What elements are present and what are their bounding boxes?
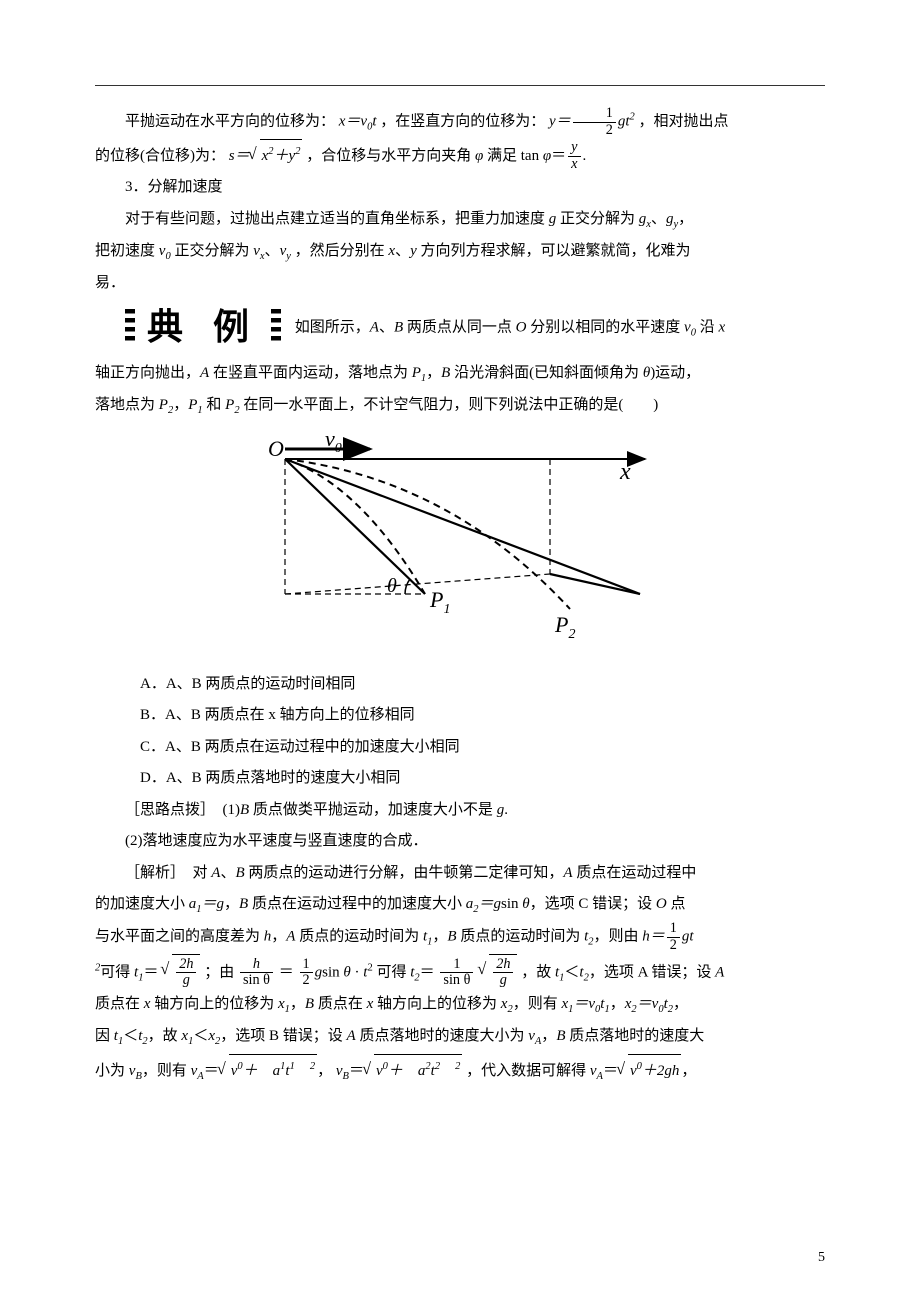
example-heading-row: 典 例 如图所示，A、B 两质点从同一点 O 分别以相同的水平速度 v0 沿 x: [95, 299, 825, 358]
frac: yx: [568, 140, 580, 172]
eq: ＝: [551, 148, 566, 164]
solution-7: 小为 vB，则有 vA＝v0＋ a1t1 2， vB＝v0＋ a2t2 2 ，代…: [95, 1054, 825, 1088]
sqrt: x2＋y2: [250, 139, 303, 173]
heading-3: 3．分解加速度: [95, 172, 825, 204]
page: 平抛运动在水平方向的位移为： x＝v0t ，在竖直方向的位移为： y＝12gt2…: [0, 0, 920, 1302]
choices: A．A、B 两质点的运动时间相同 B．A、B 两质点在 x 轴方向上的位移相同 …: [95, 669, 825, 795]
text: 正交分解为: [174, 243, 253, 259]
phi: φ: [543, 148, 551, 164]
text: 的位移(合位移)为：: [95, 148, 225, 164]
solution-3: 与水平面之间的高度差为 h，A 质点的运动时间为 t1，B 质点的运动时间为 t…: [95, 921, 825, 954]
text: 正交分解为: [560, 211, 635, 227]
para-displacement-2: 的位移(合位移)为： s＝x2＋y2 ，合位移与水平方向夹角 φ 满足 tan …: [95, 139, 825, 173]
solution-6: 因 t1＜t2，故 x1＜x2，选项 B 错误；设 A 质点落地时的速度大小为 …: [95, 1021, 825, 1053]
example-line-3: 落地点为 P2，P1 和 P2 在同一水平面上，不计空气阻力，则下列说法中正确的…: [95, 390, 825, 422]
example-heading: 典 例: [125, 309, 281, 352]
frac: 12: [300, 957, 313, 989]
phi: φ: [475, 148, 483, 164]
svg-text:O: O: [268, 436, 284, 461]
text: 如图所示，: [295, 320, 370, 336]
example-line-2: 轴正方向抛出，A 在竖直平面内运动，落地点为 P1，B 沿光滑斜面(已知斜面倾角…: [95, 358, 825, 390]
figure-svg: O v0 x θ P1 P2: [250, 434, 670, 644]
math: y＝: [549, 114, 571, 130]
physics-figure: O v0 x θ P1 P2: [95, 434, 825, 657]
choice-b: B．A、B 两质点在 x 轴方向上的位移相同: [95, 700, 825, 732]
math: g: [549, 211, 557, 227]
para-accel-3: 易．: [95, 268, 825, 300]
svg-text:P2: P2: [554, 612, 575, 642]
text: ，然后分别在: [295, 243, 389, 259]
math: x＝v: [339, 114, 367, 130]
solution-1: ［解析］ 对 A、B 两质点的运动进行分解，由牛顿第二定律可知，A 质点在运动过…: [95, 858, 825, 890]
sqrt: 2hg: [162, 954, 200, 989]
choice-d: D．A、B 两质点落地时的速度大小相同: [95, 763, 825, 795]
math: gt: [618, 114, 630, 130]
text: 对于有些问题，过抛出点建立适当的直角坐标系，把重力加速度: [125, 211, 545, 227]
svg-text:x: x: [619, 459, 631, 485]
choice-c: C．A、B 两质点在运动过程中的加速度大小相同: [95, 732, 825, 764]
svg-text:θ: θ: [387, 575, 397, 597]
top-rule: [95, 85, 825, 86]
sqrt: 2hg: [479, 954, 517, 989]
hint-1: ［思路点拨］ (1)B 质点做类平抛运动，加速度大小不是 g.: [95, 795, 825, 827]
solution-5: 质点在 x 轴方向上的位移为 x1，B 质点在 x 轴方向上的位移为 x2，则有…: [95, 989, 825, 1021]
para-accel-1: 对于有些问题，过抛出点建立适当的直角坐标系，把重力加速度 g 正交分解为 gx、…: [95, 204, 825, 236]
frac: 1sin θ: [440, 957, 473, 989]
solution-2: 的加速度大小 a1＝g，B 质点在运动过程中的加速度大小 a2＝gsin θ，选…: [95, 889, 825, 921]
frac: hsin θ: [240, 957, 273, 989]
text: 满足 tan: [487, 148, 543, 164]
para-accel-2: 把初速度 v0 正交分解为 vx、vy ，然后分别在 x、y 方向列方程求解，可…: [95, 236, 825, 268]
page-number: 5: [818, 1243, 825, 1272]
para-displacement: 平抛运动在水平方向的位移为： x＝v0t ，在竖直方向的位移为： y＝12gt2…: [95, 106, 825, 139]
text: 方向列方程求解，可以避繁就简，化难为: [421, 243, 691, 259]
math: t: [372, 114, 376, 130]
text: ，合位移与水平方向夹角: [306, 148, 475, 164]
math-sup: 2: [630, 112, 635, 123]
solution-4: 2可得 t1＝ 2hg ；由 hsin θ ＝ 12gsin θ · t2 可得…: [95, 954, 825, 990]
sqrt: v0＋2gh: [618, 1054, 681, 1088]
text: ，在竖直方向的位移为：: [380, 114, 545, 130]
frac: 12: [573, 106, 616, 138]
choice-a: A．A、B 两质点的运动时间相同: [95, 669, 825, 701]
sqrt: v0＋ a2t2 2: [364, 1054, 462, 1088]
text: 把初速度: [95, 243, 159, 259]
sqrt: v0＋ a1t1 2: [219, 1054, 317, 1088]
svg-text:P1: P1: [429, 587, 450, 617]
math: s＝: [229, 148, 250, 164]
hint-2: (2)落地速度应为水平速度与竖直速度的合成．: [95, 826, 825, 858]
svg-text:v0: v0: [325, 434, 342, 456]
text: 平抛运动在水平方向的位移为：: [125, 114, 335, 130]
frac: 12: [667, 921, 680, 953]
text: ，相对抛出点: [639, 114, 729, 130]
